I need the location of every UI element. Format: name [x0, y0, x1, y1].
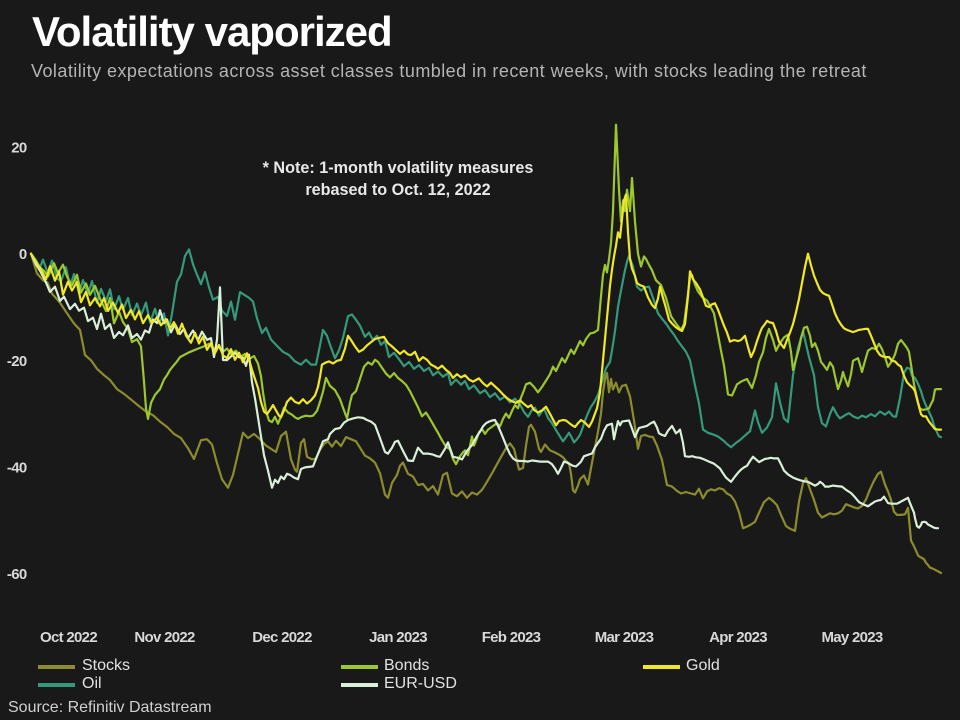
svg-text:-20: -20	[7, 353, 27, 370]
svg-text:-40: -40	[7, 459, 27, 476]
svg-text:May 2023: May 2023	[821, 629, 882, 646]
svg-text:Oct 2022: Oct 2022	[40, 629, 97, 646]
svg-text:20: 20	[11, 140, 27, 157]
svg-text:Dec 2022: Dec 2022	[252, 629, 312, 646]
svg-text:-60: -60	[7, 566, 27, 583]
svg-text:Feb 2023: Feb 2023	[482, 629, 541, 646]
svg-text:Nov 2022: Nov 2022	[134, 629, 195, 646]
svg-text:0: 0	[19, 246, 27, 263]
svg-text:Apr 2023: Apr 2023	[709, 629, 767, 646]
svg-text:Jan 2023: Jan 2023	[369, 629, 427, 646]
svg-text:Mar 2023: Mar 2023	[595, 629, 654, 646]
